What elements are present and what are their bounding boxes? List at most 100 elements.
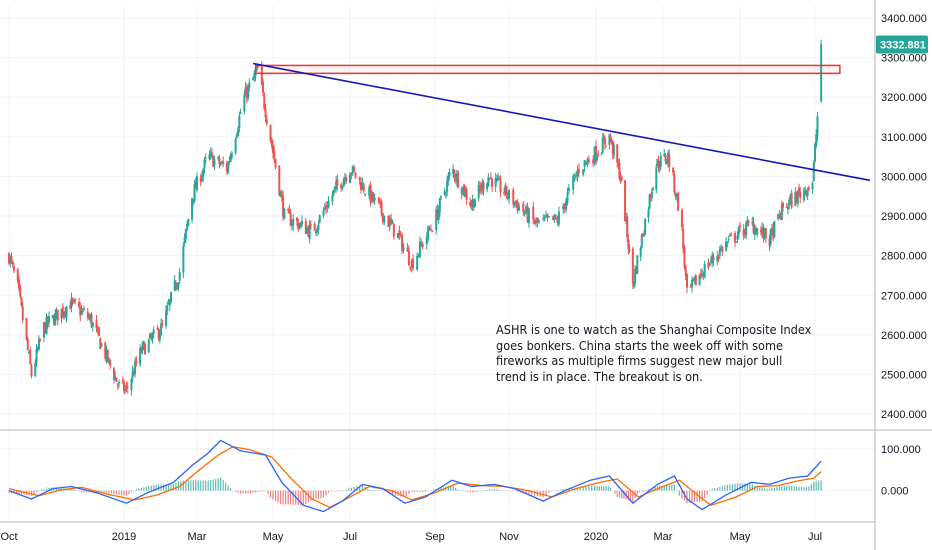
candle-up (192, 199, 195, 201)
candle-up (447, 175, 450, 182)
macd-histogram-negative-bar (325, 490, 327, 496)
macd-histogram-negative-bar (33, 490, 35, 494)
candle-down (18, 279, 20, 289)
macd-histogram-positive-bar (736, 483, 739, 491)
candle-up (815, 134, 818, 147)
macd-histogram-negative-bar (30, 490, 33, 496)
candle-down (19, 286, 22, 297)
macd-histogram-positive-bar (197, 480, 199, 491)
candle-up (593, 147, 596, 164)
candle-up (60, 308, 63, 319)
candle-down (428, 228, 431, 230)
candle-up (651, 188, 654, 190)
candle-up (279, 191, 282, 197)
macd-histogram-negative-bar (621, 490, 623, 499)
candle-down (805, 190, 808, 196)
candle-down (759, 230, 762, 233)
macd-histogram-negative-bar (693, 490, 696, 503)
macd-histogram-positive-bar (452, 486, 454, 491)
candle-up (182, 245, 185, 273)
candle-up (100, 343, 103, 347)
y-tick-label: 2800.000 (881, 251, 927, 263)
candle-down (44, 322, 47, 333)
macd-histogram-negative-bar (641, 490, 643, 492)
candle-up (435, 209, 438, 230)
candle-down (369, 184, 372, 203)
macd-histogram-negative-bar (709, 490, 711, 492)
macd-histogram-negative-bar (514, 490, 516, 492)
macd-histogram-positive-bar (603, 486, 605, 491)
macd-histogram-negative-bar (292, 490, 294, 505)
macd-histogram-positive-bar (793, 486, 795, 491)
macd-histogram-positive-bar (70, 488, 73, 491)
candle-up (425, 236, 428, 245)
macd-histogram-negative-bar (340, 490, 342, 492)
candle-down (515, 200, 518, 204)
candle-up (323, 208, 326, 210)
candle-up (634, 268, 637, 284)
candle-down (116, 384, 119, 386)
macd-histogram-negative-bar (618, 490, 621, 498)
candle-up (794, 192, 797, 206)
candle-down (98, 327, 100, 336)
candle-down (616, 144, 619, 163)
candle-up (737, 227, 740, 235)
candle-down (10, 256, 13, 261)
candle-down (39, 339, 42, 341)
candle-up (217, 157, 220, 159)
macd-histogram-positive-bar (217, 478, 219, 491)
macd-histogram-negative-bar (701, 490, 703, 502)
candle-down (555, 217, 558, 219)
macd-histogram-positive-bar (734, 483, 736, 491)
candle-up (567, 187, 570, 192)
candle-down (685, 274, 688, 288)
candle-up (88, 317, 90, 319)
macd-histogram-positive-bar (48, 487, 50, 491)
candle-up (513, 201, 516, 206)
chart-annotation-text: ASHR is one to watch as the Shanghai Com… (496, 322, 812, 384)
candle-up (167, 303, 170, 305)
macd-histogram-positive-bar (220, 477, 222, 491)
macd-histogram-positive-bar (493, 488, 496, 491)
candle-down (587, 159, 590, 163)
macd-histogram-negative-bar (297, 490, 299, 506)
macd-histogram-positive-bar (786, 486, 788, 491)
candle-down (20, 297, 23, 306)
candle-up (537, 220, 540, 222)
candle-up (650, 191, 653, 199)
macd-histogram-negative-bar (277, 490, 279, 503)
candle-down (135, 360, 138, 364)
macd-histogram-positive-bar (68, 488, 70, 491)
macd-histogram-negative-bar (474, 490, 476, 492)
candle-down (526, 206, 529, 222)
candle-up (176, 285, 179, 290)
macd-histogram-positive-bar (761, 487, 763, 491)
candle-down (104, 342, 107, 359)
candle-down (194, 181, 197, 189)
macd-histogram-positive-bar (38, 490, 40, 491)
candle-down (470, 203, 473, 207)
macd-histogram-positive-bar (676, 490, 678, 491)
y-tick-label: 0.000 (881, 486, 909, 498)
candle-down (71, 298, 74, 301)
candle-up (168, 299, 171, 306)
macd-histogram-positive-bar (724, 485, 726, 491)
candle-up (497, 177, 500, 181)
candle-up (643, 234, 646, 237)
macd-histogram-positive-bar (647, 489, 650, 491)
candle-down (174, 282, 177, 289)
macd-histogram-negative-bar (400, 490, 402, 497)
candle-down (358, 176, 361, 180)
candle-up (227, 162, 230, 174)
candle-up (139, 348, 142, 365)
candle-down (739, 225, 741, 228)
macd-histogram-positive-bar (353, 487, 355, 491)
candle-down (478, 184, 481, 189)
candle-down (199, 178, 202, 183)
macd-histogram-positive-bar (607, 486, 609, 491)
macd-histogram-positive-bar (596, 486, 598, 491)
candle-down (673, 174, 676, 192)
macd-histogram-positive-bar (719, 486, 721, 491)
candle-up (746, 221, 749, 224)
